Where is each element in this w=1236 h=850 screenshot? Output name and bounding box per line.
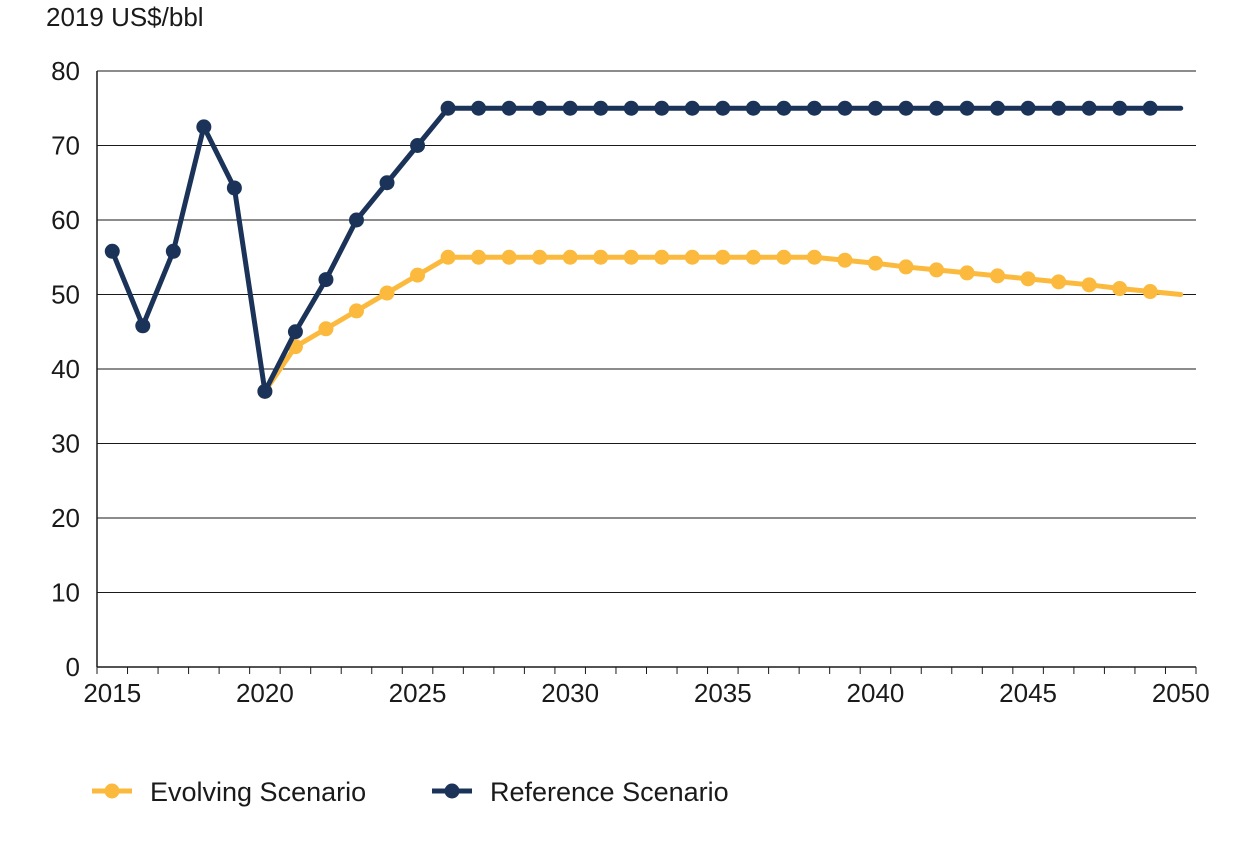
data-point [806, 100, 822, 116]
y-tick-label: 0 [66, 652, 80, 682]
data-point [562, 249, 578, 265]
data-point [898, 100, 914, 116]
data-point [440, 249, 456, 265]
data-point [379, 175, 395, 191]
data-point [226, 180, 242, 196]
y-tick-label: 50 [51, 280, 80, 310]
data-point [348, 303, 364, 319]
data-point [806, 249, 822, 265]
data-point [1081, 100, 1097, 116]
data-point [1020, 271, 1036, 287]
x-tick-label: 2035 [694, 678, 752, 708]
data-point [623, 100, 639, 116]
y-tick-label: 20 [51, 503, 80, 533]
data-point [501, 100, 517, 116]
data-point [990, 268, 1006, 284]
data-point [929, 262, 945, 278]
data-point [1112, 281, 1128, 297]
x-tick-label: 2020 [236, 678, 294, 708]
data-point [348, 212, 364, 228]
data-point [1051, 100, 1067, 116]
legend-swatch-marker [444, 783, 460, 799]
legend: Evolving Scenario Reference Scenario [92, 777, 729, 807]
data-point [1020, 100, 1036, 116]
data-point [318, 272, 334, 288]
series-line [109, 105, 1184, 394]
data-point [929, 100, 945, 116]
data-point [867, 255, 883, 271]
data-point [410, 138, 426, 153]
data-point [532, 249, 548, 265]
data-point [471, 249, 487, 265]
data-point [1051, 274, 1067, 290]
y-tick-labels: 0 10 20 30 40 50 60 70 80 [51, 56, 80, 682]
data-point [776, 100, 792, 116]
legend-label: Evolving Scenario [150, 777, 366, 807]
gridlines [97, 70, 1196, 593]
data-point [745, 249, 761, 265]
data-point [1081, 277, 1097, 293]
x-tick-label: 2030 [541, 678, 599, 708]
data-point [898, 259, 914, 275]
data-point [1142, 284, 1158, 300]
data-point [867, 100, 883, 116]
data-point [287, 324, 303, 340]
data-point [684, 100, 700, 116]
y-tick-label: 40 [51, 354, 80, 384]
x-tick-label: 2045 [999, 678, 1057, 708]
data-point [562, 100, 578, 116]
data-point [654, 100, 670, 116]
y-tick-label: 70 [51, 131, 80, 161]
data-point [745, 100, 761, 116]
data-point [135, 318, 151, 334]
series-group [104, 100, 1184, 399]
y-tick-label: 10 [51, 578, 80, 608]
data-point [1142, 100, 1158, 116]
data-point [318, 321, 334, 337]
legend-swatch-marker [104, 783, 120, 799]
data-point [379, 285, 395, 301]
x-tick-label: 2025 [389, 678, 447, 708]
y-tick-label: 80 [51, 56, 80, 86]
series-line [262, 254, 1184, 394]
data-point [684, 249, 700, 265]
data-point [532, 100, 548, 116]
y-tick-label: 60 [51, 205, 80, 235]
data-point [837, 252, 853, 268]
data-point [959, 100, 975, 116]
data-point [501, 249, 517, 265]
data-point [837, 100, 853, 116]
unit-label: 2019 US$/bbl [46, 2, 204, 32]
axes [96, 71, 1197, 674]
data-point [257, 383, 273, 399]
data-point [410, 267, 426, 283]
x-tick-label: 2015 [83, 678, 141, 708]
data-point [959, 265, 975, 281]
data-point [1112, 100, 1128, 116]
data-point [623, 249, 639, 265]
data-point [196, 119, 212, 135]
data-point [990, 100, 1006, 116]
data-point [440, 100, 456, 116]
x-tick-label: 2050 [1152, 678, 1210, 708]
data-point [593, 249, 609, 265]
x-tick-label: 2040 [847, 678, 905, 708]
data-point [165, 243, 181, 259]
data-point [654, 249, 670, 265]
data-point [776, 249, 792, 265]
data-point [471, 100, 487, 116]
data-point [715, 100, 731, 116]
legend-label: Reference Scenario [490, 777, 729, 807]
data-point [715, 249, 731, 265]
data-point [593, 100, 609, 116]
y-tick-label: 30 [51, 429, 80, 459]
data-point [104, 243, 120, 259]
x-tick-labels: 2015 2020 2025 2030 2035 2040 2045 2050 [83, 678, 1209, 708]
